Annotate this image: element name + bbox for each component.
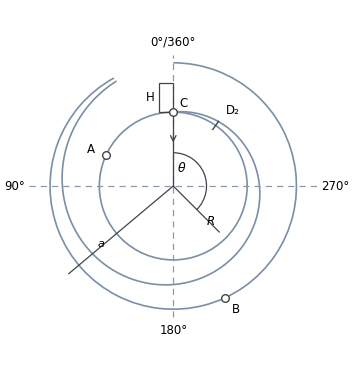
Text: R: R bbox=[207, 215, 215, 228]
Text: 270°: 270° bbox=[321, 180, 349, 192]
Text: 0°/360°: 0°/360° bbox=[150, 35, 196, 48]
Text: a: a bbox=[98, 239, 105, 249]
Text: 180°: 180° bbox=[159, 324, 187, 337]
Text: B: B bbox=[232, 302, 240, 315]
Text: C: C bbox=[180, 97, 188, 110]
Text: H: H bbox=[145, 91, 154, 104]
Text: D₂: D₂ bbox=[225, 104, 239, 117]
Text: A: A bbox=[87, 143, 95, 156]
Text: θ: θ bbox=[178, 162, 185, 175]
Text: 90°: 90° bbox=[5, 180, 25, 192]
Bar bbox=[159, 83, 173, 112]
